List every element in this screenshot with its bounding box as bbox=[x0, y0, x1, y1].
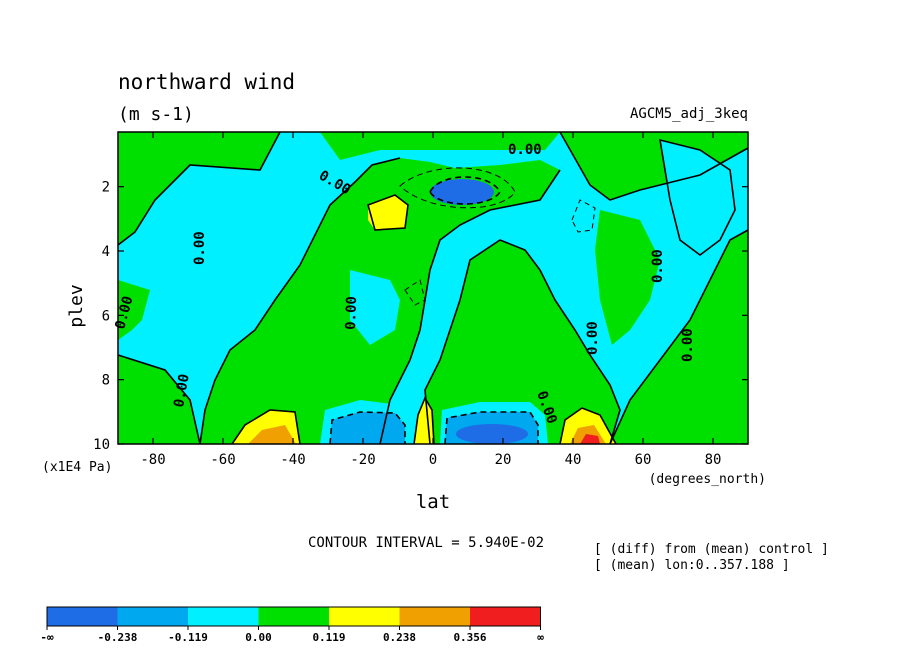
plot-area: 0.00 0.00 0.00 0.00 0.00 0.00 0.00 0.00 … bbox=[112, 131, 749, 445]
note-mean: [ (mean) lon:0..357.188 ] bbox=[594, 558, 790, 573]
contour-label-9: 0.00 bbox=[650, 249, 666, 283]
green-region-south-band bbox=[118, 355, 200, 444]
contour-label-10: 0.00 bbox=[680, 328, 696, 362]
green-region-top-center bbox=[320, 132, 560, 160]
colorbar-swatch-1 bbox=[117, 607, 188, 626]
y-axis: 2 4 6 8 10 bbox=[93, 180, 748, 453]
x-tick-label-8: 80 bbox=[705, 452, 722, 468]
dataset-label: AGCM5_adj_3keq bbox=[630, 106, 748, 122]
colorbar-label-4: 0.119 bbox=[312, 631, 345, 644]
colorbar-label-7: ∞ bbox=[537, 631, 544, 644]
colorbar-label-3: 0.00 bbox=[245, 631, 272, 644]
x-tick-label-3: -20 bbox=[350, 452, 375, 468]
contour-label-8: 0.00 bbox=[585, 321, 601, 355]
zero-contour-5 bbox=[609, 229, 749, 445]
x-tick-label-7: 60 bbox=[635, 452, 652, 468]
x-tick-label-2: -40 bbox=[280, 452, 305, 468]
contour-label-6: 0.00 bbox=[508, 142, 542, 158]
zero-contour-4 bbox=[424, 239, 621, 445]
zero-contour-7 bbox=[117, 354, 201, 445]
positive-core-south-west-orange bbox=[248, 425, 296, 444]
x-axis-title: lat bbox=[416, 491, 450, 513]
zero-contour-2 bbox=[199, 157, 401, 445]
colorbar-frame bbox=[46, 606, 541, 627]
colorbar-swatch-3 bbox=[258, 607, 329, 626]
positive-core-south-east-red bbox=[580, 434, 600, 444]
chart-title: northward wind bbox=[118, 70, 295, 94]
x-axis-units: (degrees_north) bbox=[649, 472, 766, 487]
negative-contour-south-left bbox=[329, 411, 406, 445]
positive-core-upper bbox=[368, 195, 408, 230]
negative-contour-mid bbox=[404, 279, 426, 306]
contour-label-4: 0.00 bbox=[343, 296, 360, 330]
colorbar-label-1: -0.238 bbox=[98, 631, 138, 644]
y-tick-label-0: 2 bbox=[102, 180, 110, 196]
colorbar-swatch-0 bbox=[47, 607, 118, 626]
x-tick-label-5: 20 bbox=[495, 452, 512, 468]
colorbar-swatch-2 bbox=[188, 607, 259, 626]
negative-core-upper bbox=[430, 179, 494, 205]
y-tick-label-2: 6 bbox=[102, 308, 110, 324]
zero-contour-6 bbox=[659, 138, 736, 256]
green-region-west bbox=[118, 132, 280, 245]
colorbar-swatch-6 bbox=[470, 607, 541, 626]
y-tick-label-4: 10 bbox=[93, 437, 110, 453]
colorbar-label-0: -∞ bbox=[40, 631, 54, 644]
green-region-east-tongue bbox=[595, 210, 660, 345]
colorbar-label-2: -0.119 bbox=[168, 631, 208, 644]
colorbar-swatch-5 bbox=[399, 607, 470, 626]
zero-contour-1 bbox=[117, 131, 281, 246]
green-region-east-upper bbox=[560, 132, 748, 200]
negative-contour-east bbox=[571, 199, 596, 233]
cyan-hole-central bbox=[350, 270, 400, 345]
y-axis-units: (x1E4 Pa) bbox=[42, 460, 112, 475]
positive-contour-equator bbox=[413, 396, 435, 445]
positive-contour-south-west bbox=[231, 409, 301, 445]
positive-core-south-east bbox=[560, 408, 616, 444]
contour-interval: CONTOUR INTERVAL = 5.940E-02 bbox=[308, 535, 544, 551]
note-diff: [ (diff) from (mean) control ] bbox=[594, 542, 829, 557]
colorbar-label-5: 0.238 bbox=[383, 631, 416, 644]
negative-contour-upper-outer bbox=[399, 167, 516, 209]
green-region-central-south bbox=[425, 240, 620, 444]
x-tick-label-1: -60 bbox=[210, 452, 235, 468]
negative-core-south-right bbox=[456, 424, 528, 444]
y-tick-label-1: 4 bbox=[102, 244, 110, 260]
positive-contour-upper bbox=[367, 194, 409, 231]
x-tick-label-4: 0 bbox=[429, 452, 437, 468]
contour-label-3: 0.00 bbox=[171, 373, 193, 409]
positive-contour-south-east bbox=[559, 407, 617, 445]
green-region-east-lower bbox=[610, 230, 748, 444]
chart-units: (m s-1) bbox=[118, 104, 194, 125]
green-region-left-tongue bbox=[118, 280, 150, 340]
negative-contour-south-right bbox=[444, 411, 539, 445]
contour-labels: 0.00 0.00 0.00 0.00 0.00 0.00 0.00 0.00 … bbox=[112, 142, 696, 426]
zero-contour-3 bbox=[379, 169, 561, 445]
y-axis-title: plev bbox=[66, 284, 87, 327]
x-tick-label-6: 40 bbox=[565, 452, 582, 468]
y-tick-label-3: 8 bbox=[102, 373, 110, 389]
x-axis: -80 -60 -40 -20 0 20 40 60 80 bbox=[140, 132, 721, 468]
colorbar-swatch-4 bbox=[329, 607, 400, 626]
x-tick-label-0: -80 bbox=[140, 452, 165, 468]
cyan-hole-east bbox=[660, 140, 735, 255]
contour-label-1: 0.00 bbox=[192, 231, 208, 265]
contour-fill-positive bbox=[232, 195, 616, 444]
colorbar: -∞ -0.238 -0.119 0.00 0.119 0.238 0.356 ∞ bbox=[40, 606, 544, 644]
negative-contour-upper bbox=[429, 176, 501, 205]
zero-contour-8 bbox=[559, 131, 749, 201]
colorbar-label-6: 0.356 bbox=[453, 631, 486, 644]
contour-lines bbox=[117, 131, 749, 445]
contour-fill-negative bbox=[330, 179, 538, 444]
